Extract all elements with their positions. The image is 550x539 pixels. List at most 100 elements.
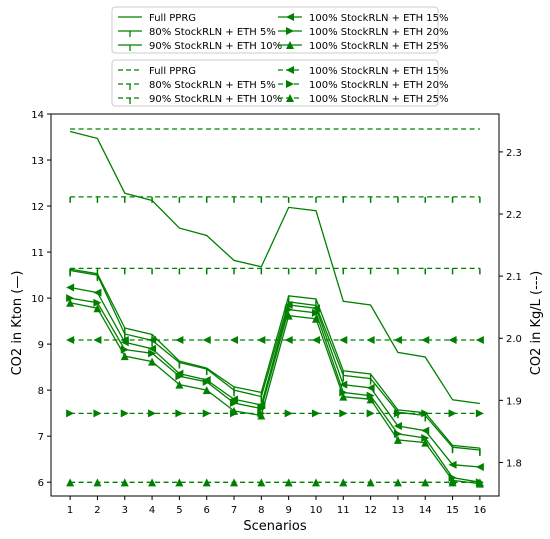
y-left-tick-label: 11 [31, 248, 44, 259]
kton-point-4-1 [66, 283, 75, 292]
y-left-tick-label: 12 [31, 202, 44, 213]
kgl-point-5-15 [448, 409, 457, 418]
y-right-tick-label: 2.2 [506, 210, 522, 221]
kton-point-6-11 [339, 392, 348, 401]
kton-point-4-10 [311, 304, 320, 313]
kton-point-6-3 [120, 352, 129, 361]
kton-point-6-9 [284, 311, 293, 320]
kton-point-4-2 [93, 288, 102, 297]
kton-point-5-9 [284, 305, 293, 314]
kton-point-4-14 [421, 426, 430, 435]
legend-marker [286, 13, 294, 21]
x-tick-label: 14 [419, 505, 432, 516]
kton-point-4-12 [366, 383, 375, 392]
kgl-point-5-9 [284, 409, 293, 418]
y-axis-right-label: CO2 in Kg/L (---) [529, 271, 544, 375]
kgl-point-4-10 [311, 336, 320, 345]
kgl-point-6-13 [393, 478, 402, 487]
kgl-point-6-5 [175, 478, 184, 487]
kgl-point-5-8 [257, 409, 266, 418]
kgl-point-6-4 [148, 478, 157, 487]
kton-series-line-4 [69, 286, 480, 468]
y-right-tick-label: 1.8 [506, 458, 522, 469]
kgl-point-4-11 [339, 336, 348, 345]
x-tick-label: 6 [204, 505, 210, 516]
x-tick-label: 5 [176, 505, 182, 516]
legend-dashed: Full PPRG 80% StockRLN + ETH 5% 90% StockR… [111, 59, 449, 107]
y-left-tick-label: 9 [38, 340, 44, 351]
kgl-point-5-1 [66, 409, 75, 418]
kton-point-5-10 [311, 308, 320, 317]
legend-frame [111, 59, 439, 107]
legend-marker [286, 94, 294, 102]
kgl-point-5-4 [148, 409, 157, 418]
kton-point-4-7 [230, 395, 239, 404]
kgl-point-5-12 [366, 409, 375, 418]
kgl-point-4-14 [421, 336, 430, 345]
y-right-tick-label: 2.3 [506, 148, 522, 159]
x-tick-label: 12 [364, 505, 377, 516]
kton-point-6-6 [202, 386, 211, 395]
kton-point-6-2 [93, 304, 102, 313]
kton-point-4-15 [448, 460, 457, 469]
kgl-point-6-14 [421, 478, 430, 487]
kton-series-line-5 [69, 297, 481, 483]
y-left-tick-label: 13 [31, 156, 44, 167]
kgl-point-4-12 [366, 336, 375, 345]
kgl-point-6-11 [339, 478, 348, 487]
y-axis-left-label: CO2 in Kton (—) [10, 271, 25, 376]
kgl-point-4-1 [66, 336, 75, 345]
legend-label: Full PPRG [149, 13, 196, 24]
kton-point-6-1 [66, 298, 75, 307]
legend-marker [286, 27, 294, 35]
kgl-point-6-6 [202, 478, 211, 487]
kgl-point-4-7 [230, 336, 239, 345]
legend-label: 100% StockRLN + ETH 20% [309, 27, 449, 38]
kgl-point-4-3 [120, 336, 129, 345]
kton-point-4-4 [148, 344, 157, 353]
kton-series-line-6 [69, 302, 480, 485]
y-left-tick-label: 10 [31, 294, 44, 305]
kton-point-6-13 [393, 435, 402, 444]
kton-point-4-13 [393, 422, 402, 431]
kton-point-5-7 [230, 399, 239, 408]
legend-label: 80% StockRLN + ETH 5% [149, 27, 276, 38]
kton-point-6-14 [421, 438, 430, 447]
x-tick-label: 8 [258, 505, 264, 516]
kgl-point-5-5 [175, 409, 184, 418]
x-tick-label: 16 [474, 505, 487, 516]
kton-point-6-5 [175, 380, 184, 389]
kgl-point-6-3 [120, 478, 129, 487]
x-axis-label: Scenarios [243, 519, 307, 534]
kgl-point-6-7 [230, 478, 239, 487]
x-tick-label: 7 [231, 505, 237, 516]
kton-point-5-1 [66, 294, 75, 303]
x-tick-label: 11 [337, 505, 350, 516]
kgl-point-4-9 [284, 336, 293, 345]
kgl-point-6-15 [448, 478, 457, 487]
kgl-point-4-13 [393, 336, 402, 345]
y-left-tick-label: 8 [38, 386, 44, 397]
kgl-point-4-2 [93, 336, 102, 345]
axes: 1 2 3 4 5 6 7 8 9 10 11 12 13 14 15 16678910111213141.8… [31, 110, 522, 516]
kton-point-4-9 [284, 301, 293, 309]
kton-point-6-12 [366, 395, 375, 404]
x-tick-label: 15 [446, 505, 459, 516]
x-tick-label: 4 [149, 505, 155, 516]
legend-label: 90% StockRLN + ETH 10% [149, 41, 282, 52]
y-right-tick-label: 2.0 [506, 334, 522, 345]
kgl-point-6-16 [475, 478, 484, 487]
kton-point-5-5 [175, 372, 184, 381]
kgl-point-5-14 [421, 409, 430, 418]
kgl-point-4-8 [257, 336, 266, 345]
kgl-point-5-16 [475, 409, 484, 418]
legend-label: 90% StockRLN + ETH 10% [149, 94, 282, 105]
kton-point-5-6 [202, 377, 211, 386]
x-tick-label: 3 [122, 505, 128, 516]
x-tick-label: 1 [67, 505, 73, 516]
kton-series-line-2 [69, 268, 480, 449]
kton-point-6-4 [148, 357, 157, 366]
kgl-point-5-7 [230, 409, 239, 418]
x-tick-label: 9 [285, 505, 291, 516]
